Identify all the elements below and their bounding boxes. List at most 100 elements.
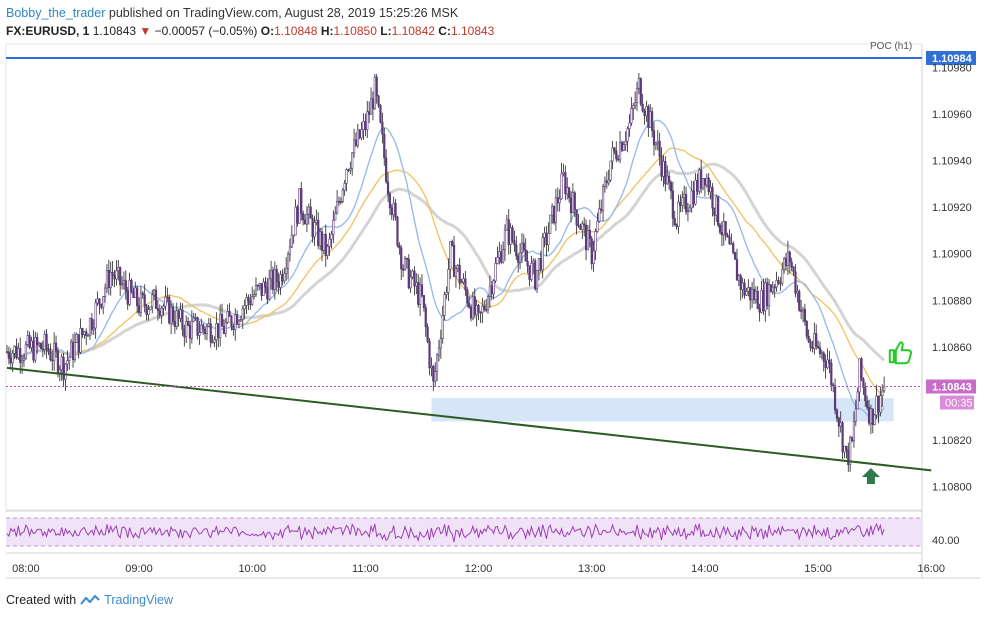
publish-header: Bobby_the_trader published on TradingVie…: [6, 5, 458, 21]
created-with-text: Created with: [6, 593, 77, 607]
candle-body: [628, 122, 631, 129]
candle-body: [464, 278, 467, 291]
candle-body: [115, 270, 118, 280]
candle-body: [737, 275, 740, 281]
candle-body: [92, 327, 95, 331]
thumbs-up-icon[interactable]: [888, 341, 913, 365]
candle-body: [237, 320, 241, 325]
close-label: C:: [438, 24, 451, 38]
trendline[interactable]: [6, 366, 932, 472]
candle-body: [698, 169, 701, 192]
candle-body: [170, 306, 173, 324]
candle-body: [649, 111, 652, 128]
candle-body: [13, 345, 16, 354]
candle-body: [754, 291, 757, 300]
candle-body: [775, 279, 778, 288]
candle-body: [168, 296, 171, 324]
candle-body: [43, 333, 46, 350]
candle-body: [9, 358, 12, 364]
candle-body: [383, 133, 386, 159]
candle-body: [496, 257, 499, 264]
candle-body: [696, 179, 699, 192]
candle-body: [386, 181, 390, 195]
candle-body: [475, 304, 478, 316]
candle-body: [828, 359, 831, 364]
candle-body: [185, 321, 188, 338]
candle-body: [883, 385, 886, 392]
candle-body: [492, 280, 495, 295]
candle-body: [656, 140, 659, 144]
time-tick: 13:00: [578, 563, 606, 575]
candle-body: [181, 309, 184, 330]
price-chart[interactable]: 40.00 POC (h1) 1.10984 1.10843 00:35 1.1…: [0, 40, 988, 585]
candle-body: [620, 142, 624, 151]
candle-body: [500, 251, 503, 263]
candle-body: [173, 321, 176, 327]
candle-body: [847, 449, 850, 466]
candle-body: [124, 280, 127, 292]
candle-body: [194, 317, 197, 319]
candle-body: [226, 311, 229, 323]
candle-body: [724, 221, 727, 236]
candle-body: [254, 285, 258, 295]
candle-body: [211, 341, 214, 344]
candle-body: [458, 264, 461, 284]
candle-body: [337, 201, 341, 203]
candle-body: [411, 270, 414, 278]
candle-body: [385, 157, 388, 183]
candle-body: [451, 241, 454, 246]
candle-body: [105, 270, 109, 289]
candle-body: [317, 219, 320, 246]
candle-body: [171, 306, 175, 322]
candle-body: [794, 271, 797, 294]
candle-body: [552, 205, 556, 224]
candle-body: [481, 305, 484, 313]
time-tick: 12:00: [465, 563, 493, 575]
candle-body: [158, 310, 161, 316]
author-link[interactable]: Bobby_the_trader: [6, 6, 106, 20]
candle-body: [569, 197, 573, 213]
candle-body: [447, 269, 450, 293]
candle-body: [139, 292, 143, 313]
candle-body: [730, 243, 733, 245]
countdown-text: 00:35: [945, 398, 973, 410]
candle-body: [452, 244, 456, 277]
candle-body: [266, 286, 269, 300]
candle-body: [511, 227, 514, 242]
support-zone[interactable]: [431, 398, 894, 422]
candle-body: [634, 102, 637, 106]
candle-body: [132, 291, 135, 298]
candle-body: [460, 281, 463, 284]
candle-body: [198, 332, 201, 336]
candle-body: [639, 78, 642, 105]
candle-body: [83, 331, 86, 335]
candle-body: [707, 177, 710, 193]
price-axis[interactable]: 1.10980 1.10960 1.10940 1.10920 1.10900 …: [932, 62, 972, 493]
candle-body: [796, 290, 799, 294]
time-tick: 16:00: [918, 563, 946, 575]
candle-body: [666, 175, 669, 185]
candle-body: [586, 230, 590, 251]
candle-body: [394, 202, 397, 218]
time-axis[interactable]: 08:00 09:00 10:00 11:00 12:00 13:00 14:0…: [12, 563, 945, 575]
up-arrow-icon[interactable]: [861, 468, 880, 485]
candle-body: [41, 348, 44, 351]
candle-body: [669, 182, 673, 192]
candle-body: [258, 283, 261, 286]
candle-body: [683, 193, 686, 198]
candle-body: [230, 316, 233, 327]
tradingview-brand-link[interactable]: TradingView: [104, 593, 173, 607]
candle-body: [224, 322, 227, 334]
candle-body: [203, 329, 207, 334]
candle-body: [26, 335, 29, 345]
candle-body: [792, 266, 795, 273]
candle-body: [183, 328, 186, 338]
candle-body: [320, 231, 324, 251]
candle-body: [234, 314, 237, 331]
price-tick: 1.10900: [932, 249, 972, 261]
candle-body: [368, 111, 371, 115]
candle-body: [430, 366, 433, 369]
candle-body: [205, 326, 209, 334]
time-tick: 09:00: [125, 563, 153, 575]
tradingview-logo-icon: [80, 594, 100, 605]
